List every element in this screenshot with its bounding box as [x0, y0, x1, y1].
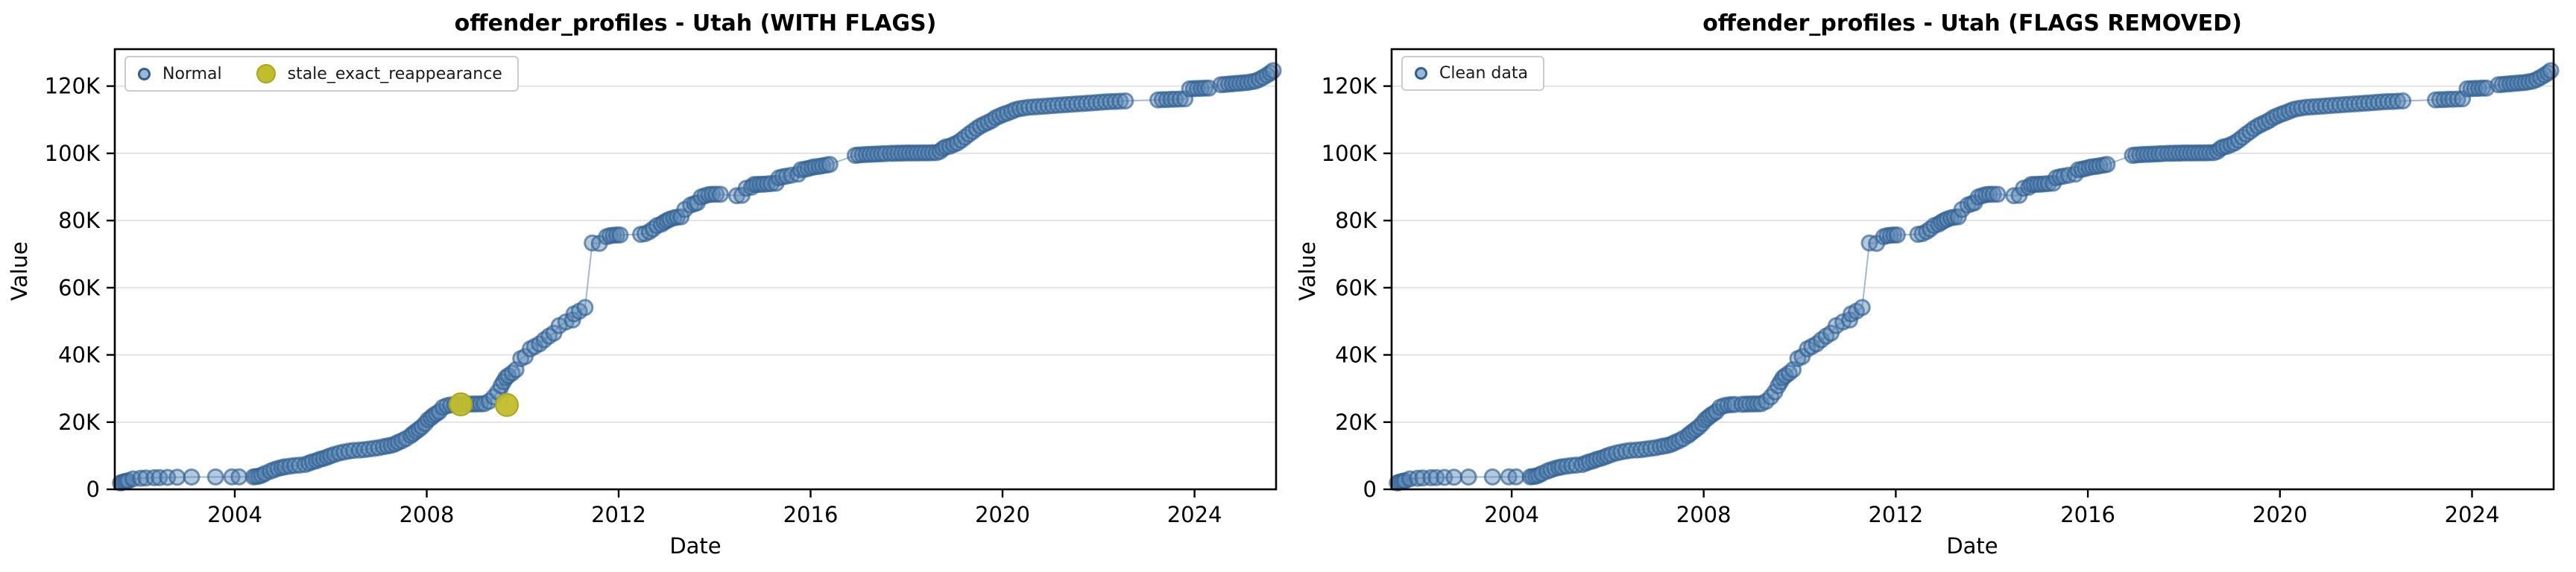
svg-text:2016: 2016 [783, 502, 839, 527]
chart-flags-removed: 0 20K 40K 60K 80K 100K 120K 2004 2008 2012 2016 202… [1288, 0, 2576, 572]
svg-text:100K: 100K [1322, 141, 1377, 166]
legend-label: stale_exact_reappearance [287, 64, 502, 83]
legend: Normal stale_exact_reappearance [124, 56, 519, 92]
svg-text:120K: 120K [45, 74, 101, 99]
chart-title: offender_profiles - Utah (WITH FLAGS) [454, 10, 937, 36]
svg-text:2008: 2008 [400, 502, 455, 527]
svg-text:80K: 80K [1335, 208, 1377, 233]
svg-text:2004: 2004 [207, 502, 262, 527]
svg-text:0: 0 [86, 477, 100, 502]
svg-text:2012: 2012 [1868, 502, 1923, 527]
svg-text:2008: 2008 [1676, 502, 1731, 527]
svg-text:0: 0 [1363, 477, 1377, 502]
legend-entry: stale_exact_reappearance [256, 64, 502, 83]
chart-with-flags: 0 20K 40K 60K 80K 100K 120K 2004 2008 2012 2016 202… [7, 10, 1282, 559]
normal-marker-icon [138, 67, 151, 80]
svg-text:2004: 2004 [1484, 502, 1539, 527]
svg-text:100K: 100K [45, 141, 101, 166]
legend: Clean data [1401, 56, 1544, 91]
svg-text:60K: 60K [1335, 275, 1377, 300]
svg-text:40K: 40K [1335, 343, 1377, 368]
svg-text:40K: 40K [58, 343, 101, 368]
normal-marker-icon [1415, 67, 1427, 80]
svg-text:2020: 2020 [975, 502, 1030, 527]
svg-text:2020: 2020 [2253, 502, 2308, 527]
y-axis-label: Value [1295, 241, 1320, 301]
svg-text:80K: 80K [58, 208, 101, 233]
svg-text:2016: 2016 [2060, 502, 2115, 527]
plot-area-flags-removed: 0 20K 40K 60K 80K 100K 120K 2004 2008 2012 2016 202… [1322, 48, 2560, 527]
svg-text:20K: 20K [58, 410, 101, 435]
svg-text:2012: 2012 [591, 502, 646, 527]
legend-entry: Clean data [1415, 64, 1528, 83]
y-axis-label: Value [7, 241, 32, 301]
flag-marker-icon [256, 64, 276, 83]
legend-label: Normal [162, 64, 222, 83]
svg-text:2024: 2024 [2445, 502, 2500, 527]
x-axis-label: Date [1946, 533, 1998, 559]
svg-text:120K: 120K [1322, 74, 1377, 99]
x-axis-label: Date [669, 533, 722, 559]
legend-entry: Normal [138, 65, 222, 83]
svg-text:60K: 60K [58, 275, 101, 300]
chart-title: offender_profiles - Utah (FLAGS REMOVED) [1702, 10, 2242, 36]
svg-text:2024: 2024 [1167, 502, 1222, 527]
svg-text:20K: 20K [1335, 410, 1377, 435]
legend-label: Clean data [1439, 64, 1528, 83]
